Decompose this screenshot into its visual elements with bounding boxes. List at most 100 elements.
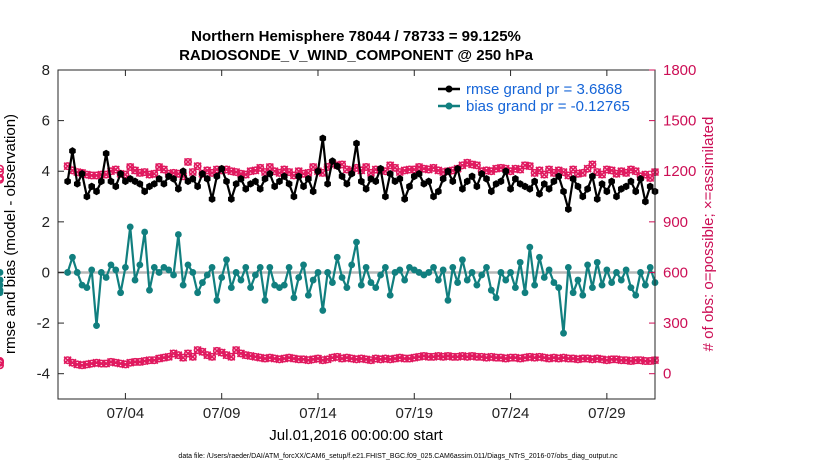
- rmse-point: [430, 192, 437, 201]
- rmse-point: [199, 169, 206, 178]
- obs-count-top-possible-marker: [193, 162, 202, 171]
- bias-point: [319, 307, 327, 314]
- obs-count-top-possible-marker: [569, 165, 578, 174]
- bias-point: [598, 281, 606, 289]
- obs-count-top-possible-marker: [405, 165, 414, 174]
- rmse-point: [290, 192, 298, 201]
- rmse-point: [598, 180, 606, 188]
- bias-point: [256, 264, 264, 271]
- bias-point: [333, 253, 341, 261]
- rmse-point: [483, 175, 490, 183]
- legend-label-rmse: rmse grand pr = 3.6868: [466, 81, 622, 98]
- bias-point: [304, 291, 312, 299]
- y-tick-label-right: 300: [663, 315, 688, 332]
- y-axis-label-left: rmse and bias (model - observation): [2, 114, 19, 354]
- rmse-point: [112, 182, 120, 191]
- bias-point: [574, 276, 582, 284]
- obs-count-top-possible-marker: [583, 164, 592, 173]
- rmse-point: [237, 175, 245, 183]
- rmse-point: [203, 175, 211, 183]
- rmse-point: [194, 182, 201, 191]
- y-tick-label-left: 6: [42, 113, 50, 130]
- bias-point: [357, 281, 365, 289]
- obs-count-top-possible-marker: [309, 163, 318, 172]
- rmse-point: [228, 195, 235, 203]
- rmse-point: [425, 177, 433, 186]
- bias-point: [483, 264, 490, 271]
- bias-point: [526, 243, 534, 251]
- obs-count-top-possible-marker: [564, 171, 573, 180]
- rmse-point: [478, 169, 485, 178]
- plot-background: [58, 70, 655, 399]
- rmse-point: [459, 185, 466, 193]
- bias-point: [430, 264, 437, 271]
- bias-point: [179, 281, 187, 289]
- obs-count-top-possible-marker: [472, 161, 481, 170]
- bias-point: [237, 276, 245, 284]
- obs-count-top-possible-marker: [0, 164, 4, 173]
- bias-point: [511, 284, 519, 292]
- rmse-point: [449, 177, 457, 186]
- bias-point: [285, 264, 293, 271]
- bias-point: [367, 279, 375, 286]
- obs-count-top-possible-marker: [111, 165, 120, 174]
- bias-point: [247, 284, 254, 292]
- obs-count-top-assimilated-marker: [193, 162, 202, 171]
- bias-point: [463, 276, 471, 284]
- rmse-point: [579, 192, 587, 201]
- bias-point: [569, 289, 577, 297]
- bias-point: [203, 271, 211, 279]
- rmse-point: [584, 185, 591, 193]
- rmse-point: [189, 175, 197, 183]
- rmse-point: [497, 177, 505, 186]
- rmse-point: [261, 175, 269, 183]
- obs-count-top-possible-marker: [0, 175, 4, 184]
- obs-count-bottom-possible-marker: [607, 355, 616, 364]
- rmse-point: [526, 185, 534, 193]
- bias-point: [165, 266, 173, 274]
- bias-point: [0, 281, 4, 289]
- x-axis-label: Jul.01,2016 00:00:00 start: [269, 427, 443, 444]
- rmse-point: [136, 180, 144, 188]
- x-tick-label: 07/09: [203, 405, 241, 422]
- bias-point: [324, 269, 332, 276]
- obs-count-top-possible-marker: [516, 165, 525, 174]
- y-tick-label-right: 1500: [663, 113, 696, 130]
- rmse-point: [170, 175, 177, 183]
- bias-point: [617, 276, 625, 284]
- bias-point: [290, 294, 298, 302]
- bias-point: [555, 284, 563, 292]
- rmse-point: [309, 187, 317, 196]
- rmse-point: [141, 187, 148, 196]
- obs-count-bottom-possible-marker: [208, 352, 217, 361]
- rmse-point: [160, 180, 168, 188]
- rmse-point: [382, 192, 389, 201]
- obs-count-top-possible-marker: [150, 169, 159, 178]
- chart-subtitle: RADIOSONDE_V_WIND_COMPONENT @ 250 hPa: [179, 47, 534, 64]
- y-tick-label-right: 0: [663, 366, 671, 383]
- obs-count-bottom-possible-marker: [506, 353, 515, 362]
- obs-count-top-possible-marker: [87, 171, 96, 180]
- rmse-point: [353, 139, 360, 148]
- bias-point: [261, 296, 269, 304]
- rmse-point: [329, 157, 336, 165]
- y-tick-label-right: 1800: [663, 62, 696, 79]
- obs-count-bottom-possible-marker: [617, 356, 626, 365]
- obs-count-bottom-markers: [0, 347, 660, 370]
- obs-count-top-possible-marker: [540, 170, 549, 179]
- legend-marker-bias: [445, 102, 453, 110]
- bias-point: [300, 261, 307, 269]
- bias-point: [329, 279, 336, 286]
- rmse-point: [488, 187, 495, 196]
- obs-count-top-possible-marker: [535, 166, 544, 175]
- y-tick-label-left: -4: [37, 366, 50, 383]
- rmse-point: [468, 172, 476, 181]
- bias-point: [146, 286, 153, 294]
- rmse-point: [252, 177, 259, 186]
- obs-count-top-possible-marker: [183, 157, 192, 166]
- bias-point: [478, 271, 486, 279]
- rmse-point: [613, 192, 620, 201]
- obs-count-top-possible-marker: [362, 163, 371, 172]
- rmse-point: [550, 177, 558, 186]
- obs-count-bottom-possible-marker: [472, 352, 481, 361]
